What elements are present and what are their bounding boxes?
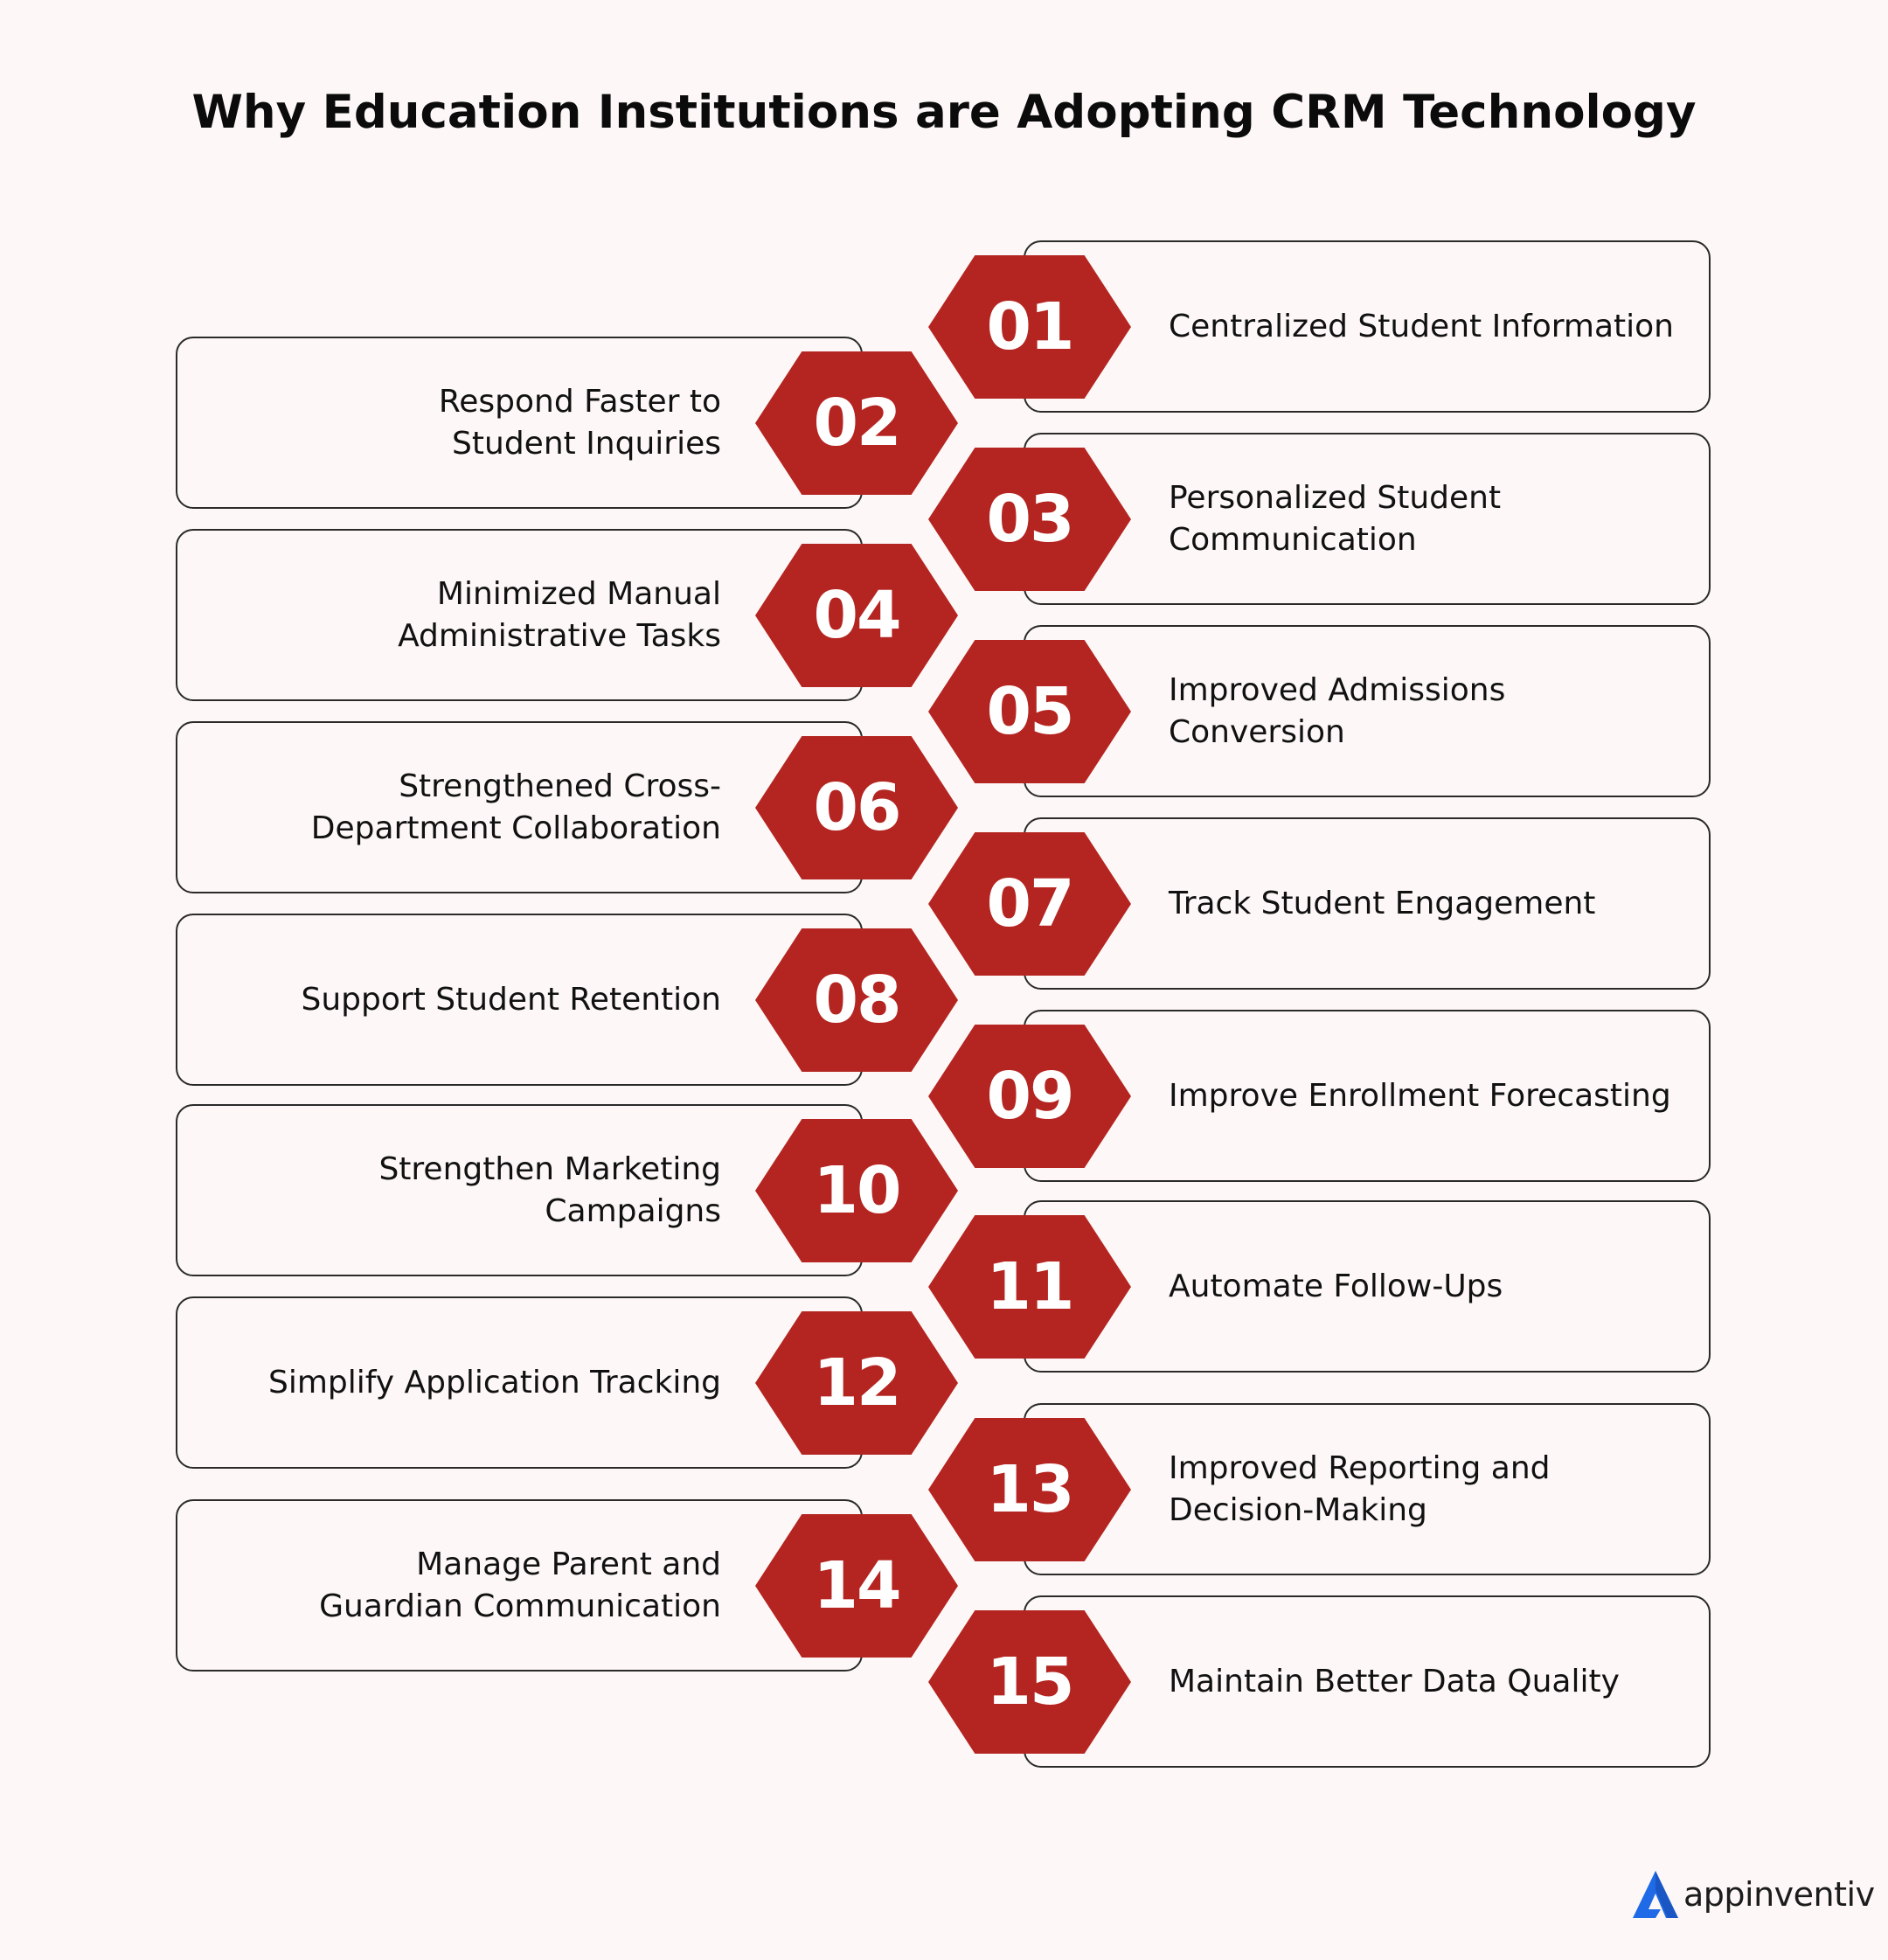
item-card-01: Centralized Student Information [1024, 240, 1711, 413]
appinventiv-logo-icon [1633, 1871, 1678, 1918]
item-card-12: Simplify Application Tracking [176, 1296, 863, 1469]
item-text-01: Centralized Student Information [1169, 308, 1674, 344]
item-card-03: Personalized Student Communication [1024, 433, 1711, 605]
item-card-11: Automate Follow-Ups [1024, 1200, 1711, 1373]
item-text-08: Support Student Retention [301, 981, 722, 1018]
badge-number-10: 10 [813, 1153, 902, 1228]
item-card-13: Improved Reporting and Decision-Making [1024, 1403, 1711, 1575]
item-text-05: Improved Admissions Conversion [1169, 671, 1506, 750]
item-text-07: Track Student Engagement [1169, 885, 1596, 921]
hexagon-badge-05: 05 [928, 640, 1131, 783]
badge-number-13: 13 [986, 1452, 1075, 1527]
item-card-02: Respond Faster to Student Inquiries [176, 337, 863, 509]
item-text-11: Automate Follow-Ups [1169, 1268, 1503, 1304]
item-text-10: Strengthen Marketing Campaigns [378, 1150, 721, 1229]
hexagon-badge-08: 08 [755, 928, 958, 1072]
hexagon-badge-13: 13 [928, 1418, 1131, 1561]
badge-number-06: 06 [813, 770, 902, 845]
badge-number-02: 02 [813, 386, 902, 461]
item-text-04: Minimized Manual Administrative Tasks [398, 575, 721, 654]
item-card-04: Minimized Manual Administrative Tasks [176, 529, 863, 701]
hexagon-badge-09: 09 [928, 1025, 1131, 1168]
item-card-05: Improved Admissions Conversion [1024, 625, 1711, 797]
badge-number-15: 15 [986, 1644, 1075, 1720]
hexagon-badge-15: 15 [928, 1610, 1131, 1754]
item-text-14: Manage Parent and Guardian Communication [319, 1546, 721, 1624]
item-text-09: Improve Enrollment Forecasting [1169, 1077, 1671, 1114]
hexagon-badge-02: 02 [755, 351, 958, 495]
badge-number-04: 04 [813, 578, 902, 653]
item-text-02: Respond Faster to Student Inquiries [438, 383, 721, 462]
hexagon-badge-01: 01 [928, 255, 1131, 399]
item-text-06: Strengthened Cross- Department Collabora… [310, 768, 721, 846]
badge-number-05: 05 [986, 674, 1075, 749]
hexagon-badge-03: 03 [928, 448, 1131, 591]
hexagon-badge-07: 07 [928, 832, 1131, 976]
hexagon-badge-12: 12 [755, 1311, 958, 1455]
item-card-14: Manage Parent and Guardian Communication [176, 1499, 863, 1672]
item-card-09: Improve Enrollment Forecasting [1024, 1010, 1711, 1182]
badge-number-14: 14 [813, 1548, 902, 1623]
item-card-06: Strengthened Cross- Department Collabora… [176, 721, 863, 893]
badge-number-01: 01 [986, 289, 1075, 365]
item-card-10: Strengthen Marketing Campaigns [176, 1104, 863, 1276]
hexagon-badge-06: 06 [755, 736, 958, 879]
badge-number-08: 08 [813, 963, 902, 1038]
badge-number-11: 11 [986, 1249, 1075, 1324]
badge-number-03: 03 [986, 482, 1075, 557]
hexagon-badge-14: 14 [755, 1514, 958, 1658]
item-card-08: Support Student Retention [176, 914, 863, 1086]
badge-number-12: 12 [813, 1345, 902, 1421]
badge-number-07: 07 [986, 866, 1075, 942]
item-text-03: Personalized Student Communication [1169, 479, 1502, 558]
item-card-15: Maintain Better Data Quality [1024, 1595, 1711, 1768]
item-text-15: Maintain Better Data Quality [1169, 1663, 1620, 1699]
hexagon-badge-11: 11 [928, 1215, 1131, 1359]
badge-number-09: 09 [986, 1059, 1075, 1134]
brand-logo: appinventiv [1631, 1869, 1875, 1920]
item-card-07: Track Student Engagement [1024, 817, 1711, 990]
item-text-12: Simplify Application Tracking [267, 1364, 721, 1400]
brand-name: appinventiv [1683, 1875, 1875, 1914]
item-text-13: Improved Reporting and Decision-Making [1169, 1449, 1551, 1528]
page-title: Why Education Institutions are Adopting … [191, 86, 1697, 139]
hexagon-badge-04: 04 [755, 544, 958, 687]
hexagon-badge-10: 10 [755, 1119, 958, 1262]
